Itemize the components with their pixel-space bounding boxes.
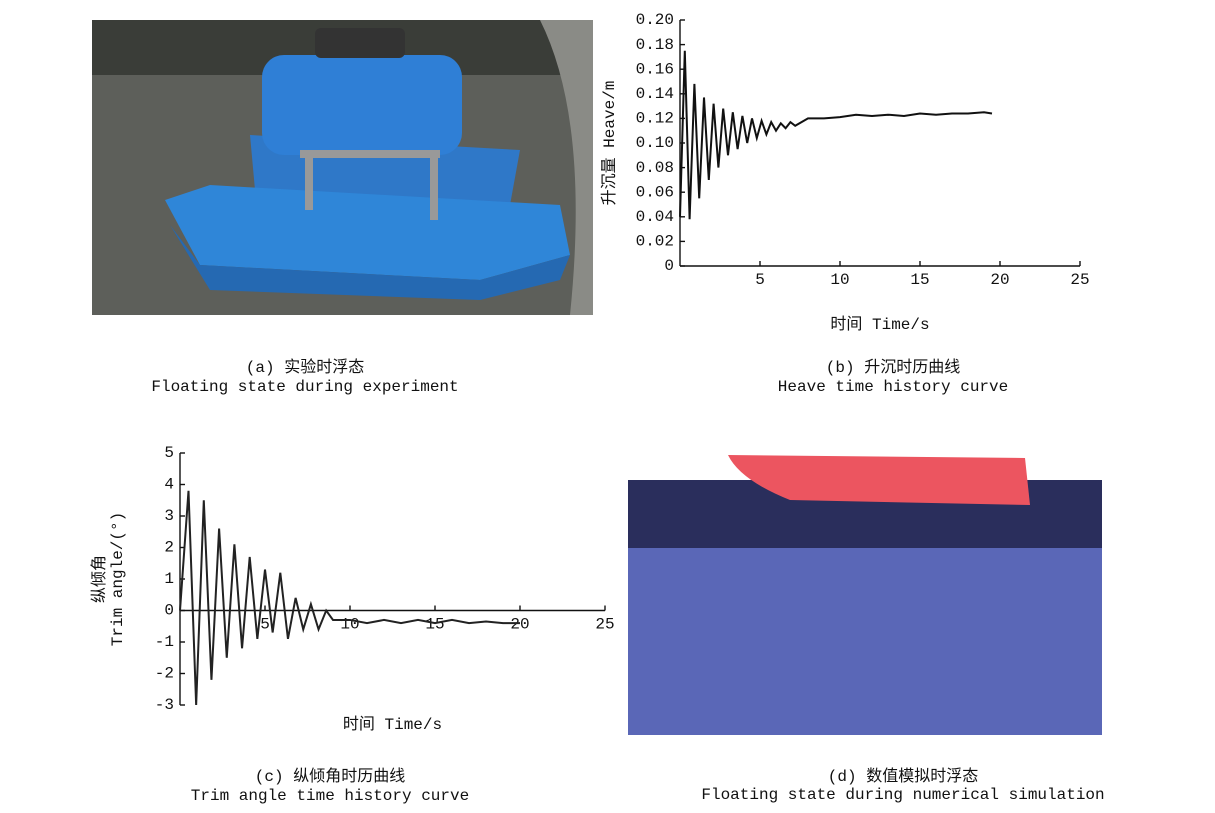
caption: Heave time history curve bbox=[778, 378, 1008, 396]
x-tick-label: 5 bbox=[260, 616, 270, 634]
caption: (c) 纵倾角时历曲线 bbox=[255, 767, 405, 786]
figure: (a) 实验时浮态 Floating state during experime… bbox=[0, 0, 1215, 813]
caption: (d) 数值模拟时浮态 bbox=[828, 767, 978, 786]
y-tick-label: -2 bbox=[155, 665, 174, 683]
x-tick-label: 20 bbox=[990, 271, 1009, 289]
y-axis-label: 纵倾角 bbox=[90, 555, 109, 603]
y-tick-label: -3 bbox=[155, 696, 174, 714]
caption: Floating state during experiment bbox=[151, 378, 458, 396]
y-tick-label: 5 bbox=[164, 444, 174, 462]
y-tick-label: 4 bbox=[164, 476, 174, 494]
data-line bbox=[180, 491, 520, 705]
y-tick-label: 0 bbox=[664, 257, 674, 275]
y-tick-label: 0.04 bbox=[636, 208, 674, 226]
x-tick-label: 25 bbox=[1070, 271, 1089, 289]
y-tick-label: 1 bbox=[164, 570, 174, 588]
y-tick-label: 0.06 bbox=[636, 183, 674, 201]
simulation-render bbox=[628, 455, 1102, 735]
caption: (b) 升沉时历曲线 bbox=[826, 358, 960, 377]
x-tick-label: 25 bbox=[595, 616, 614, 634]
y-tick-label: 0 bbox=[164, 602, 174, 620]
y-axis-label: Trim angle/(°) bbox=[109, 512, 127, 646]
y-tick-label: 0.20 bbox=[636, 11, 674, 29]
y-tick-label: 0.12 bbox=[636, 110, 674, 128]
y-tick-label: 0.18 bbox=[636, 36, 674, 54]
y-tick-label: 0.08 bbox=[636, 159, 674, 177]
x-tick-label: 20 bbox=[510, 616, 529, 634]
y-tick-label: 0.16 bbox=[636, 60, 674, 78]
y-tick-label: 0.10 bbox=[636, 134, 674, 152]
y-tick-label: 0.14 bbox=[636, 85, 674, 103]
experiment-photo bbox=[92, 20, 593, 315]
y-tick-label: 3 bbox=[164, 507, 174, 525]
y-tick-label: -1 bbox=[155, 633, 174, 651]
x-axis-label: 时间 Time/s bbox=[343, 715, 442, 734]
caption: Floating state during numerical simulati… bbox=[701, 786, 1104, 804]
data-line bbox=[680, 51, 992, 220]
x-axis-label: 时间 Time/s bbox=[830, 315, 929, 334]
y-tick-label: 2 bbox=[164, 539, 174, 557]
y-axis-label: 升沉量 Heave/m bbox=[600, 81, 619, 206]
x-tick-label: 5 bbox=[755, 271, 765, 289]
x-tick-label: 10 bbox=[340, 616, 359, 634]
y-tick-label: 0.02 bbox=[636, 233, 674, 251]
caption: Trim angle time history curve bbox=[191, 787, 469, 805]
x-tick-label: 15 bbox=[910, 271, 929, 289]
x-tick-label: 10 bbox=[830, 271, 849, 289]
x-tick-label: 15 bbox=[425, 616, 444, 634]
caption: (a) 实验时浮态 bbox=[246, 358, 364, 377]
